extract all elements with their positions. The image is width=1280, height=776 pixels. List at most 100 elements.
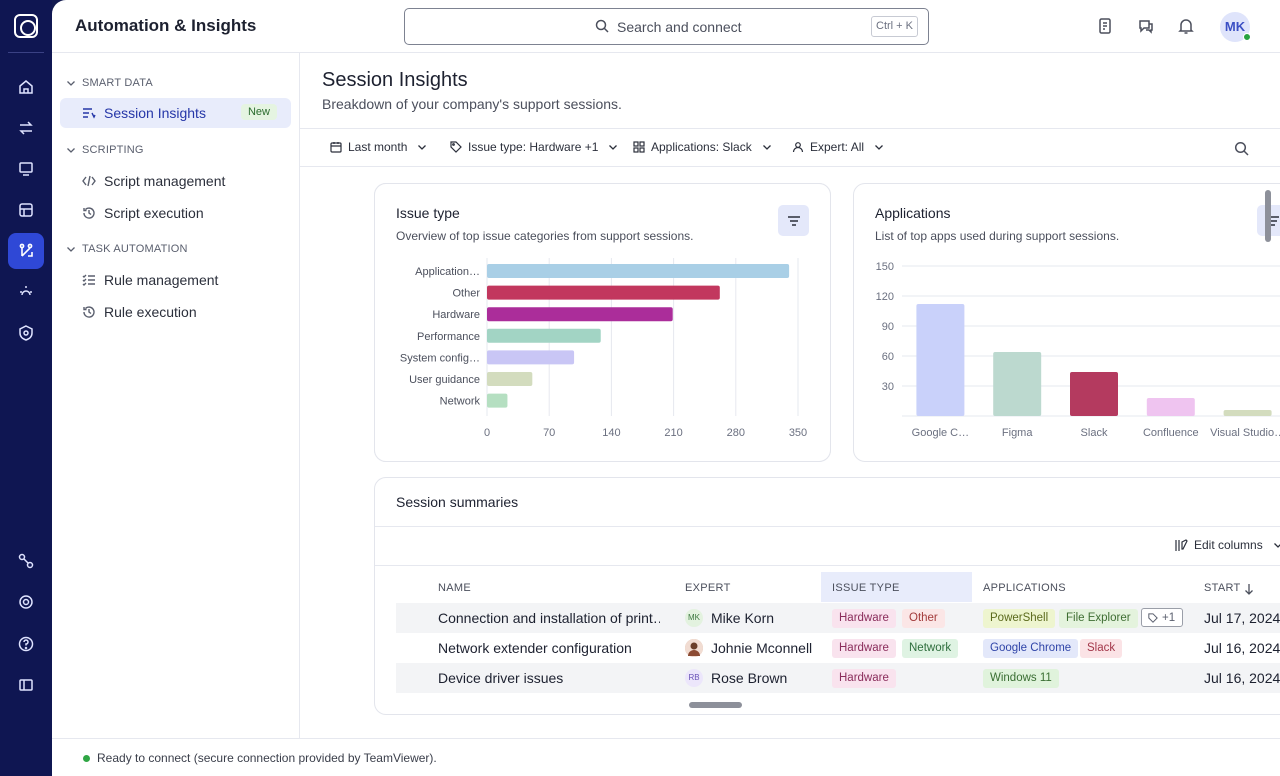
date-filter[interactable]: Last month [330,140,427,154]
column-header-applications[interactable]: APPLICATIONS [983,582,1066,594]
y-tick-label: 150 [876,261,894,273]
category-label: Google C… [912,427,969,439]
filter-label: Expert: All [810,140,865,154]
panel-toggle-icon[interactable] [8,667,44,703]
online-status-dot [1243,33,1251,41]
bar [487,372,533,386]
y-tick-label: 30 [882,381,894,393]
table-row[interactable]: Connection and installation of print… MK… [396,603,1280,633]
apps-grid-icon [633,141,645,153]
chevron-down-icon [67,148,75,153]
issue-filter-button[interactable] [778,205,809,236]
column-header-name[interactable]: NAME [438,582,471,594]
filter-bar: Last month Issue type: Hardware +1 Appli… [300,128,1280,167]
section-scripting[interactable]: SCRIPTING [66,144,144,156]
y-tick-label: 60 [882,351,894,363]
checklist-icon [82,274,95,286]
sidebar-item-script-management[interactable]: Script management [60,166,291,196]
sidebar-item-label: Script management [104,173,226,189]
table-row[interactable]: Device driver issues RB Rose Brown Hardw… [396,663,1280,693]
column-header-start[interactable]: START [1204,582,1241,594]
expert-avatar: RB [685,669,703,687]
column-header-expert[interactable]: EXPERT [685,582,731,594]
app-tag: Google Chrome [983,639,1079,658]
expert-avatar: MK [685,609,703,627]
settings-gear-icon[interactable] [8,584,44,620]
x-tick-label: 280 [727,427,745,439]
section-task-automation[interactable]: TASK AUTOMATION [66,243,188,255]
tag-icon [1148,613,1158,623]
edit-columns-icon [1175,538,1188,551]
card-subtitle: List of top apps used during support ses… [875,229,1120,243]
issue-type-card-body: Issue type Overview of top issue categor… [374,183,831,462]
calendar-icon [330,142,342,153]
bar [993,352,1042,416]
app-rail [0,0,52,776]
bell-icon[interactable] [1176,16,1196,36]
home-icon[interactable] [8,69,44,105]
filter-label: Applications: Slack [651,140,752,154]
user-avatar[interactable]: MK [1220,12,1251,42]
category-label: User guidance [409,374,480,386]
devices-icon[interactable] [8,151,44,187]
divider [375,526,1280,527]
column-header-issue-type[interactable]: ISSUE TYPE [832,582,900,594]
session-name: Network extender configuration [438,640,632,656]
insights-list-icon [83,108,96,119]
app-tag: File Explorer [1059,609,1138,628]
help-icon[interactable] [8,626,44,662]
automation-icon[interactable] [8,233,44,269]
main-content: Session Insights Breakdown of your compa… [300,53,1280,738]
page-subtitle: Breakdown of your company's support sess… [322,96,622,112]
teamviewer-logo-icon[interactable] [14,14,38,38]
expert-filter[interactable]: Expert: All [792,140,884,154]
session-start: Jul 17, 2024, 8 [1204,610,1280,626]
chevron-down-icon [67,247,75,252]
cloud-sync-icon[interactable] [8,274,44,310]
sidebar-item-rule-management[interactable]: Rule management [60,265,291,295]
category-label: Application… [415,266,480,278]
security-icon[interactable] [8,315,44,351]
edit-columns-label: Edit columns [1194,538,1263,552]
chevron-down-icon [762,145,771,150]
search-icon[interactable] [1234,141,1249,156]
integrations-icon[interactable] [8,543,44,579]
category-label: Figma [1002,427,1033,439]
transfer-icon[interactable] [8,110,44,146]
bar [487,393,508,408]
issue-tag: Other [902,609,945,628]
expert-name: Mike Korn [711,610,775,626]
category-label: Hardware [432,309,480,321]
search-icon [595,19,609,33]
app-title: Automation & Insights [75,16,257,35]
sidebar-item-rule-execution[interactable]: Rule execution [60,297,291,327]
chat-icon[interactable] [1136,16,1156,36]
sessions-icon[interactable] [8,192,44,228]
search-input[interactable]: Search and connect Ctrl + K [404,8,929,45]
table-row[interactable]: Network extender configuration Johnie Mc… [396,633,1280,663]
user-icon [792,142,804,153]
issue-tag: Hardware [832,639,896,658]
tag-icon [450,141,462,153]
app-tag: Windows 11 [983,669,1059,688]
applications-card: Applications List of top apps used durin… [853,183,1280,462]
bar [487,350,575,365]
x-tick-label: 140 [602,427,620,439]
section-smart-data[interactable]: SMART DATA [66,77,153,89]
bar [487,285,720,300]
sidebar-item-label: Rule execution [104,304,197,320]
bar [487,328,601,343]
horizontal-scrollbar[interactable] [689,702,742,708]
issue-tag: Hardware [832,669,896,688]
applications-filter[interactable]: Applications: Slack [633,140,772,154]
document-icon[interactable] [1095,16,1115,36]
sidebar-item-label: Script execution [104,205,204,221]
more-apps-tag[interactable]: +1 [1141,608,1184,627]
sidebar-item-script-execution[interactable]: Script execution [60,198,291,228]
app-tag: PowerShell [983,609,1056,628]
issue-type-filter[interactable]: Issue type: Hardware +1 [450,140,618,154]
edit-columns-button[interactable]: Edit columns [1175,538,1280,552]
sidebar-item-session-insights[interactable]: Session Insights New [60,98,291,128]
sort-down-arrow-icon[interactable] [1244,583,1254,595]
vertical-scrollbar[interactable] [1265,190,1271,242]
